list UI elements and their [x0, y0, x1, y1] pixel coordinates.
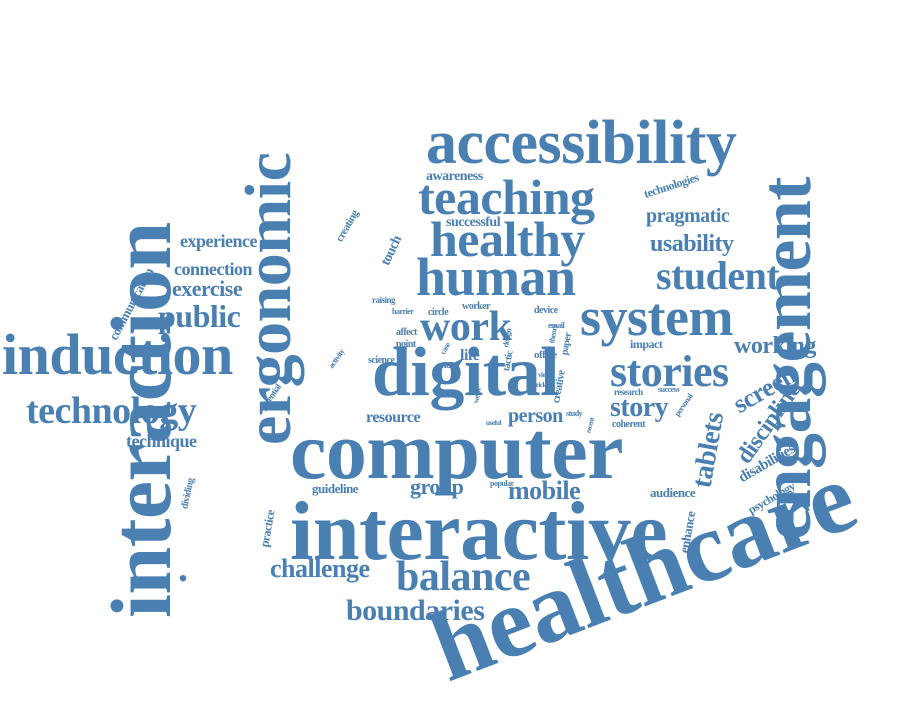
word-exercise: exercise — [172, 276, 243, 301]
word-boundaries: boundaries — [346, 594, 485, 627]
word-balance: balance — [396, 554, 531, 600]
word-technique: technique — [126, 431, 197, 451]
word-digital: digital — [372, 334, 560, 411]
word-work: work — [420, 304, 512, 350]
word-mobile: mobile — [508, 476, 581, 505]
word-working: working — [734, 333, 816, 359]
word-creating: creating — [333, 208, 362, 244]
word-guideline: guideline — [312, 481, 359, 496]
word-story: story — [610, 392, 669, 423]
word-student: student — [656, 253, 780, 298]
word-public: public — [158, 298, 241, 334]
word-success: success — [658, 385, 679, 394]
word-computer: computer — [290, 405, 624, 496]
word-raising: raising — [372, 295, 396, 305]
word-resource: resource — [366, 409, 421, 426]
word-worker: worker — [462, 301, 491, 312]
word-coherent: coherent — [612, 419, 646, 430]
word-technology: technology — [26, 390, 197, 432]
word-view: view — [538, 371, 550, 379]
word-person: person — [508, 405, 563, 427]
word-life: life — [460, 347, 480, 364]
word-connection: connection — [174, 259, 253, 279]
word-personal: personal — [672, 392, 695, 418]
word-induction: induction — [2, 322, 233, 387]
word-research: research — [614, 387, 643, 397]
word-stories: stories — [610, 347, 729, 396]
word-science: science — [368, 355, 395, 366]
word-paper: paper — [559, 331, 574, 356]
word-trick: trick — [534, 381, 546, 389]
word-system: system — [580, 287, 733, 347]
word-challenge: challenge — [270, 554, 370, 583]
word-point: point — [396, 339, 416, 350]
word-tablets: tablets — [686, 410, 731, 491]
word-teaching: teaching — [418, 169, 595, 225]
word-impact: impact — [630, 337, 663, 351]
word-device: device — [534, 305, 558, 316]
word-awareness: awareness — [426, 169, 483, 184]
word-audience: audience — [650, 485, 696, 500]
word-email: email — [548, 321, 565, 330]
word-dot: . — [178, 545, 188, 590]
word-popular: popular — [490, 479, 514, 488]
word-study: study — [566, 409, 583, 418]
word-circle: circle — [428, 307, 449, 318]
word-touch: touch — [378, 233, 406, 268]
word-skill: skill — [442, 361, 454, 370]
word-pragmatic: pragmatic — [646, 205, 730, 227]
word-group: group — [410, 474, 464, 499]
word-useful: useful — [486, 419, 501, 427]
word-barrier: barrier — [392, 307, 414, 316]
word-successful: successful — [446, 215, 501, 230]
word-affect: affect — [396, 327, 417, 338]
word-usability: usability — [650, 231, 734, 257]
word-experience: experience — [180, 231, 257, 251]
word-office: office — [534, 349, 557, 361]
word-healthy: healthy — [430, 211, 585, 267]
word-practice: practice — [257, 508, 278, 549]
word-activity: activity — [326, 347, 347, 370]
word-interactive: interactive — [290, 485, 667, 578]
word-human: human — [416, 247, 576, 307]
word-accessibility: accessibility — [426, 109, 737, 177]
